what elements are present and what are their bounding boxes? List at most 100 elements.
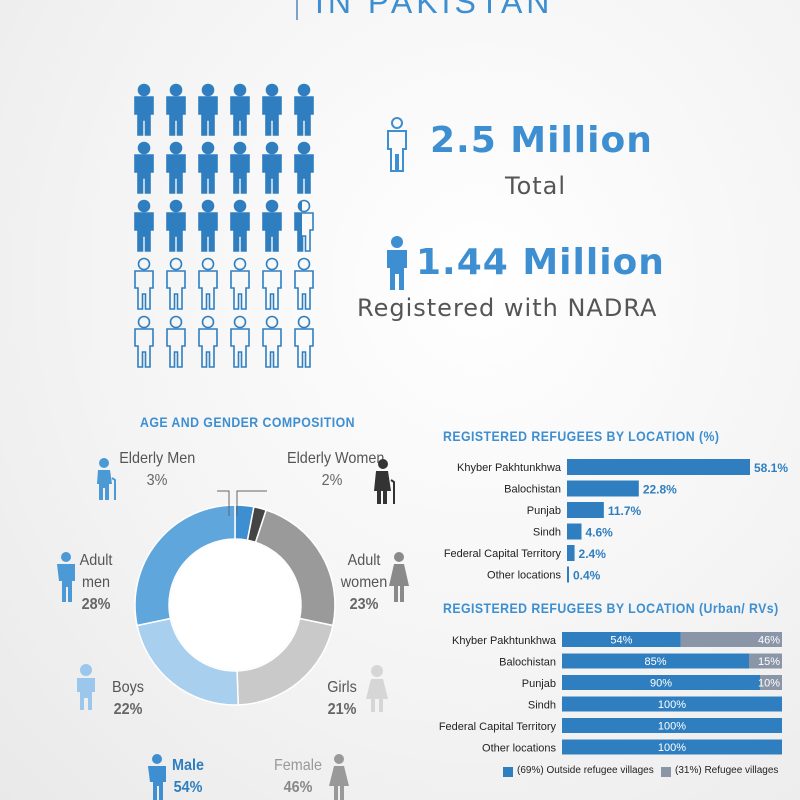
segment-rv-label: 10% [758,678,780,690]
segment-rv [760,675,782,690]
stacked-category-label: Sindh [528,700,556,712]
segment-outside-label: 100% [658,742,686,754]
segment-rv-label: 15% [758,656,780,668]
bar-category-label: Balochistan [504,484,561,496]
person-icon [262,141,282,194]
bar-category-label: Sindh [533,527,561,539]
person-filled-icon [387,236,407,290]
boy-icon [77,664,95,710]
urban-rv-chart: Khyber Pakhtunkhwa 54% 46% Balochistan 85% 15… [439,632,782,755]
person-icon [294,83,314,136]
header-divider [296,0,298,20]
header-bar: IN PAKISTAN [0,0,800,22]
bar-value-label: 22.8% [643,483,677,497]
person-icon [262,83,282,136]
person-icon [230,257,250,310]
person-icon [134,83,154,136]
person-icon [294,257,314,310]
person-icon [230,141,250,194]
segment-outside-label: 100% [658,699,686,711]
stacked-category-label: Other locations [482,743,556,755]
label-girls-pct: 21% [327,701,357,718]
legend-label-outside: (69%) Outside refugee villages [517,765,654,776]
bar-value-label: 4.6% [585,526,613,540]
stacked-category-label: Punjab [522,678,556,690]
bar-value-label: 2.4% [579,547,607,561]
bar [567,459,750,475]
female-icon [329,754,349,800]
label-boys-pct: 22% [113,701,143,718]
location-pct-chart: Khyber Pakhtunkhwa 58.1% Balochistan 22.8% P… [444,459,788,583]
legend-swatch-outside [503,767,513,777]
adult-woman-icon [389,552,409,602]
segment-outside-label: 85% [644,656,666,668]
label-elderly-men-text: Elderly Men [119,450,196,467]
segment-rv [680,632,782,647]
bar [567,502,604,518]
person-icon [166,315,186,368]
label-elderly-women-text: Elderly Women [287,450,385,467]
segment-outside [562,632,681,647]
person-icon [134,257,154,310]
segment-outside-label: 90% [650,678,672,690]
label-female-pct: 46% [283,779,313,796]
bar-category-label: Punjab [527,505,561,517]
label-female-text: Female [273,757,323,774]
label-elderly-women: Elderly Women 2% [287,448,385,492]
person-icon [198,199,218,252]
person-icon [198,83,218,136]
girl-icon [366,665,388,712]
person-icon [166,83,186,136]
elderly-woman-icon [374,459,395,504]
bar [567,480,639,497]
person-icon [262,199,282,252]
person-icon [294,315,314,368]
person-icon [262,315,282,368]
label-female: Female 46% [273,755,323,799]
person-outline-icon [387,117,407,172]
location-pct-title: REGISTERED REFUGEES BY LOCATION (%) [443,428,720,444]
registered-label: Registered with NADRA [357,294,658,322]
label-adult-women-pct: 23% [349,596,379,613]
bar-value-label: 58.1% [754,461,788,475]
bar-value-label: 11.7% [608,504,642,518]
person-icon [166,141,186,194]
person-icon [166,199,186,252]
adult-man-icon [57,552,75,602]
label-girls: Girls 21% [320,677,363,721]
label-adult-women-line2: women [340,574,388,591]
label-girls-text: Girls [327,679,357,696]
segment-outside-label: 100% [658,721,686,733]
label-elderly-men-pct: 3% [146,472,168,489]
segment-outside [562,653,749,669]
segment-rv [749,653,782,669]
person-icon [134,315,154,368]
label-boys-text: Boys [111,679,145,696]
donut-leader-lines [217,490,267,516]
person-icon [294,141,314,194]
bar [567,545,575,561]
people-grid [134,83,314,368]
total-value: 2.5 Million [430,120,653,161]
person-icon [166,257,186,310]
bar [567,566,569,583]
person-icon [198,257,218,310]
segment-rv-label: 46% [758,635,780,647]
person-icon [198,141,218,194]
male-icon [148,754,166,800]
person-icon [230,315,250,368]
label-adult-men-pct: 28% [81,596,111,613]
label-elderly-men: Elderly Men 3% [119,448,195,492]
segment-outside-label: 54% [610,635,632,647]
person-icon [262,257,282,310]
page-title: IN PAKISTAN [315,0,554,20]
bar-category-label: Other locations [487,570,561,582]
urban-rv-title: REGISTERED REFUGEES BY LOCATION (Urban/ … [443,600,779,616]
segment-outside [562,696,782,712]
label-adult-men-line1: Adult [79,552,113,569]
person-icon [134,141,154,194]
header-logo-strip [92,0,262,8]
label-male-pct: 54% [173,779,203,796]
donut-hole [170,540,300,670]
label-adult-men-line2: men [81,574,111,591]
